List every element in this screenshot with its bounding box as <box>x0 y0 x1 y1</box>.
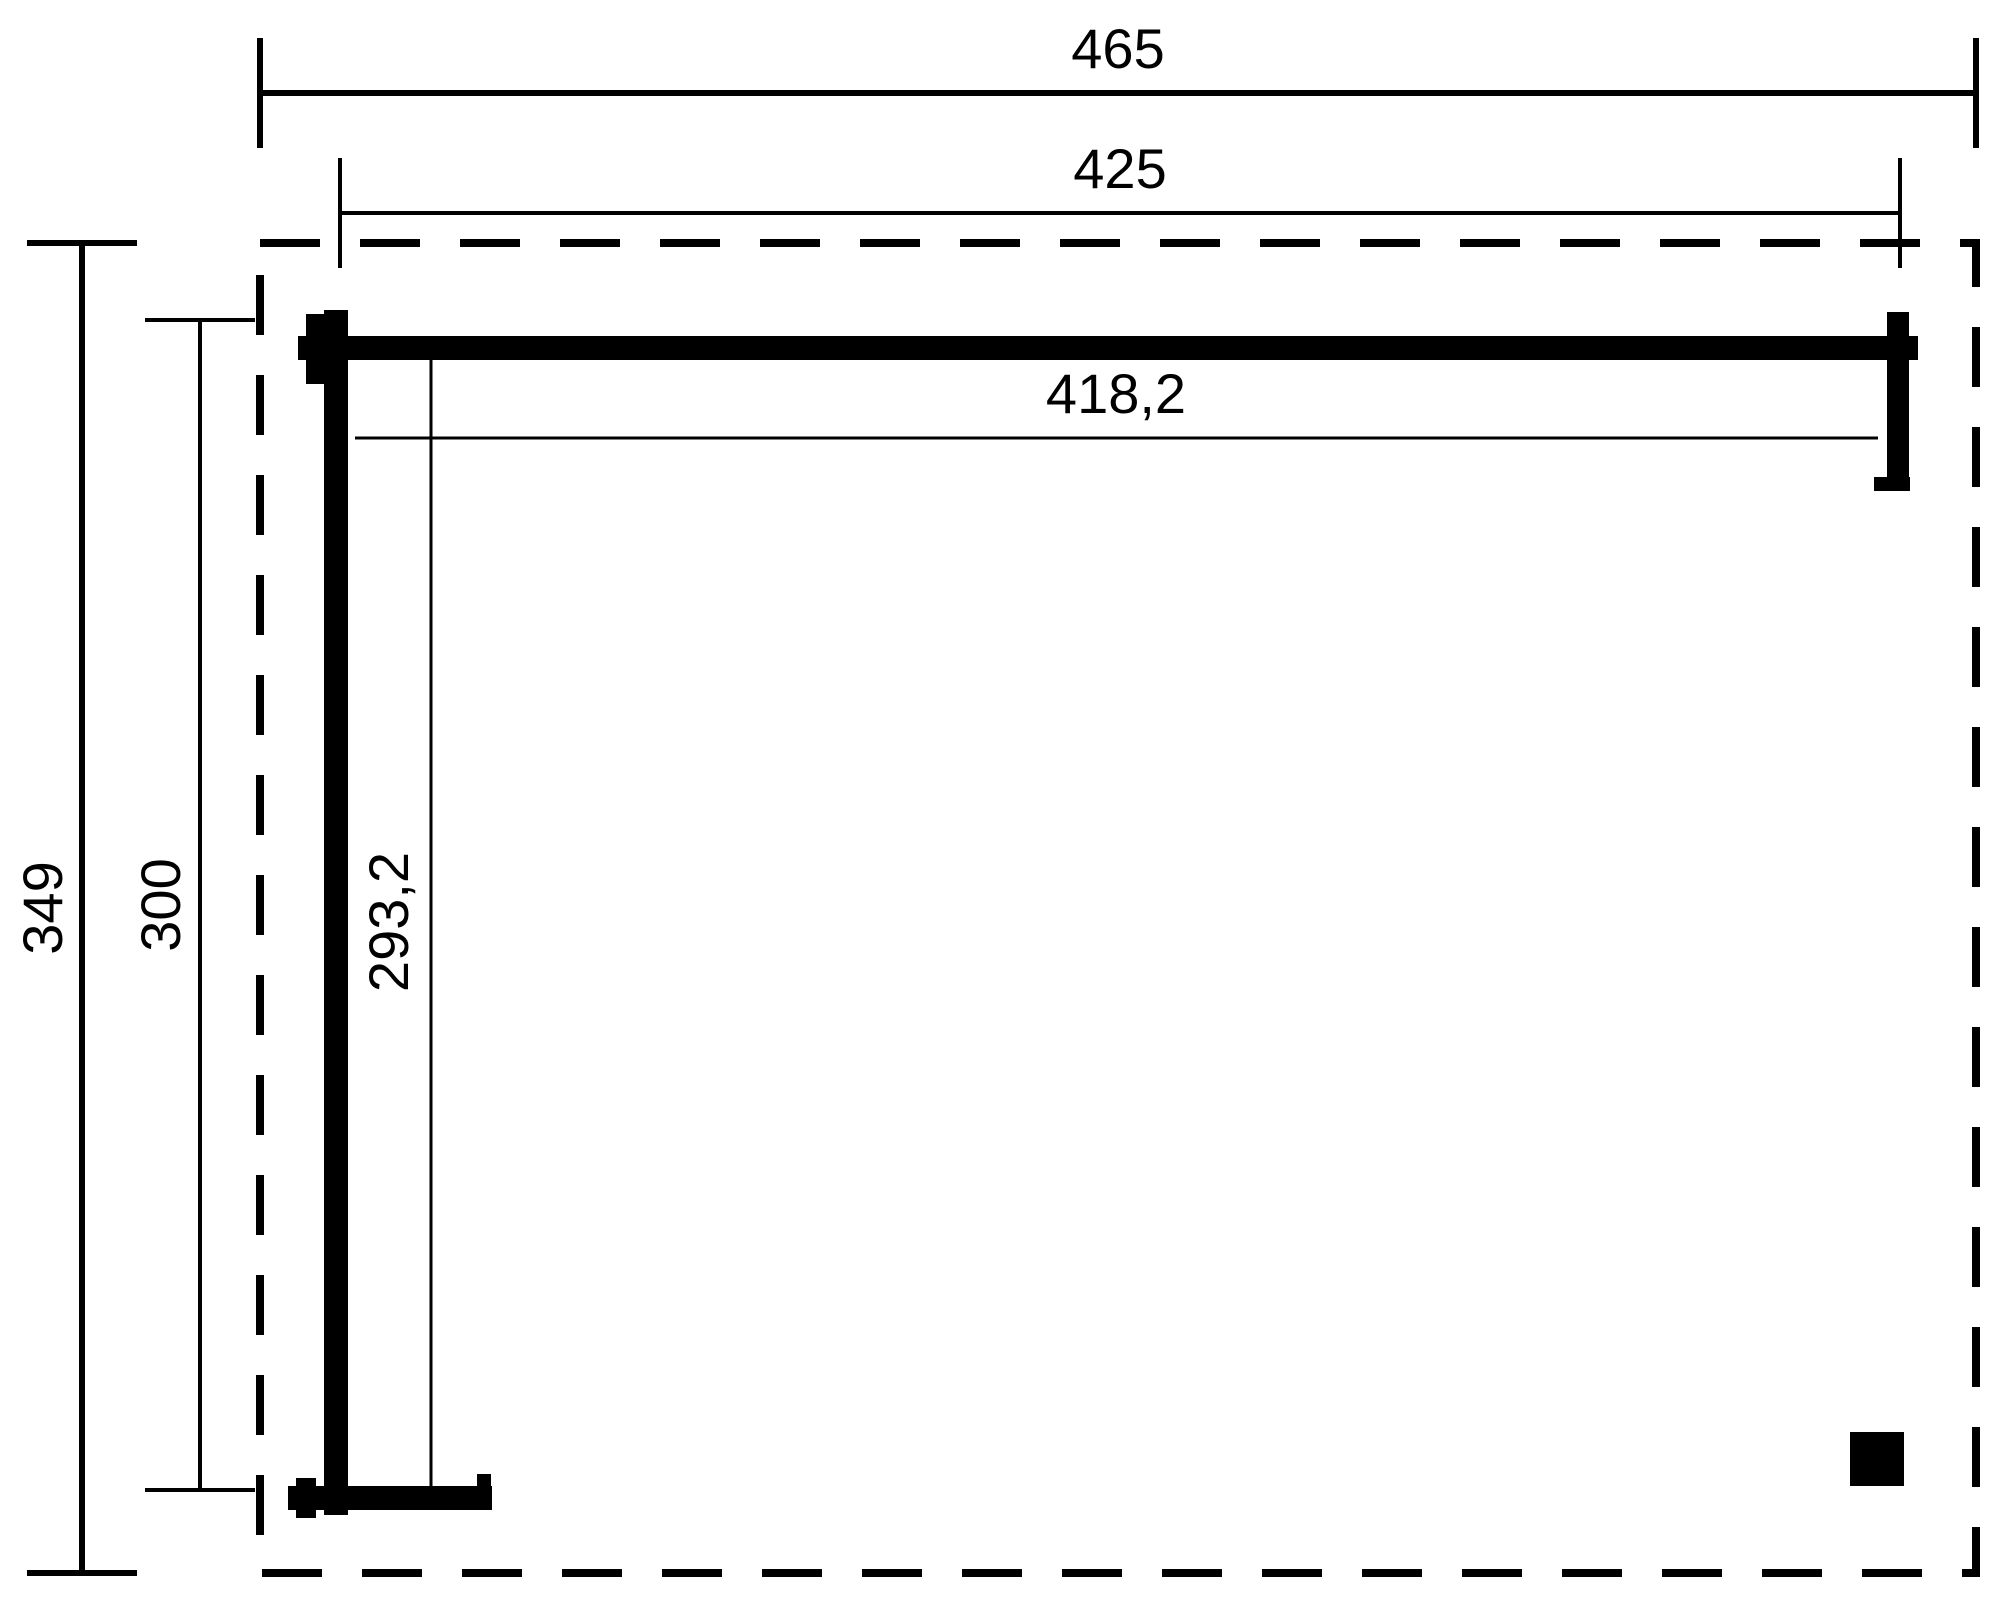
dim-top-outer: 465 <box>260 17 1976 148</box>
heavy-top-right-cap <box>1874 477 1910 491</box>
technical-drawing: 465 425 418,2 349 300 293,2 <box>0 0 2005 1597</box>
dim-left-inner: 300 <box>129 320 255 1490</box>
heavy-structure <box>288 310 1918 1518</box>
heavy-bottom-right-square <box>1850 1432 1904 1486</box>
dim-inner-horizontal: 418,2 <box>355 362 1878 438</box>
dim-left-inner-label: 300 <box>129 858 192 951</box>
dim-left-outer-label: 349 <box>11 861 74 954</box>
heavy-bottom-left-cap <box>477 1474 491 1510</box>
outer-dashed-rect <box>260 243 1976 1573</box>
dim-top-inner-label: 425 <box>1073 137 1166 200</box>
dim-inner-v-label: 293,2 <box>357 852 420 992</box>
dim-inner-h-label: 418,2 <box>1046 362 1186 425</box>
dim-top-inner: 425 <box>340 137 1900 268</box>
dim-top-outer-label: 465 <box>1071 17 1164 80</box>
dim-inner-vertical: 293,2 <box>357 355 431 1488</box>
dim-left-outer: 349 <box>11 243 137 1573</box>
